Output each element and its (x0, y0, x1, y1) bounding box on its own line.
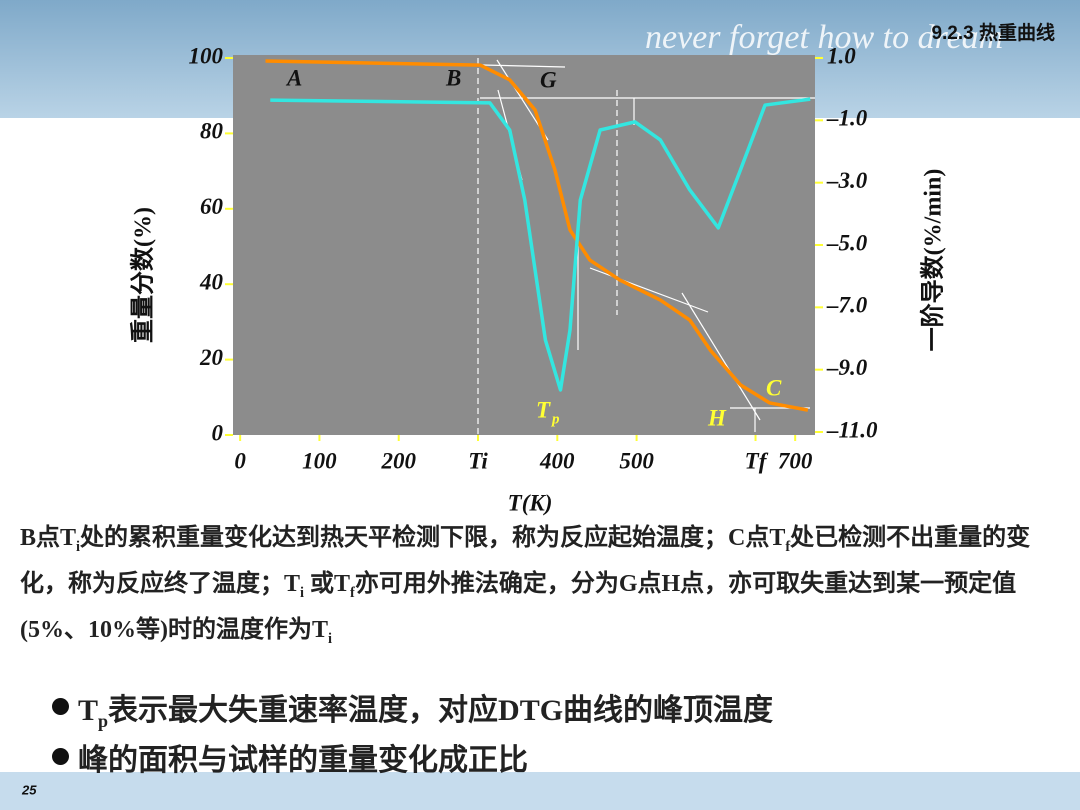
data-line (265, 59, 809, 412)
y2-tick-label: 1.0 (827, 43, 856, 68)
text-run: 处的累积重量变化达到热天平检测下限，称为反应起始温度；C点T (80, 525, 786, 551)
text-run: 或T (304, 570, 351, 597)
y2-tick-label: –9.0 (826, 355, 868, 380)
annotation: p (550, 411, 560, 427)
annotation: A (285, 65, 302, 90)
section-title: 9.2.3 热重曲线 (931, 21, 1055, 44)
text-run: T (78, 694, 99, 727)
subscript: p (98, 711, 109, 731)
subscript: i (328, 630, 332, 647)
text-run: B点T (20, 525, 77, 551)
x-tick-label: 400 (539, 448, 575, 473)
annotation: B (445, 65, 461, 90)
annotation: T (536, 397, 551, 422)
y-tick-label: 40 (199, 269, 224, 294)
bullet: 峰的面积与试样的重量变化成正比 (52, 735, 528, 779)
text-run: 亦可用外推法确定，分为G点H点，亦可取失重达到某一预定值(5%、10%等)时的温… (20, 570, 1017, 643)
y2-tick-label: –7.0 (826, 293, 868, 318)
y-tick-label: 100 (189, 43, 224, 68)
x-tick-label: Tf (745, 448, 769, 473)
y-tick-label: 80 (200, 119, 224, 144)
y-tick-label: 0 (212, 420, 224, 445)
plot-area (233, 55, 815, 435)
motto: never forget how to dream (645, 19, 1003, 56)
y2-tick-label: –1.0 (826, 106, 868, 131)
paragraph: B点Ti处的累积重量变化达到热天平检测下限，称为反应起始温度；C点Tf处已检测不… (20, 520, 1065, 657)
x-axis-label: T(K) (508, 490, 553, 515)
annotation: C (766, 375, 782, 400)
y2-tick-label: –5.0 (826, 230, 868, 255)
y-tick-label: 60 (200, 194, 224, 219)
x-tick-label: 700 (778, 448, 813, 473)
y-axis-label: 重量分数(%) (130, 207, 157, 343)
x-tick-label: Ti (468, 448, 488, 473)
x-tick-label: 500 (619, 448, 654, 473)
subscript: i (76, 538, 81, 555)
text-run: 处已检测不出重量的变化，称为反应终了温度；T (20, 525, 1031, 597)
subscript: f (785, 538, 791, 555)
bullet: Tp表示最大失重速率温度，对应DTG曲线的峰顶温度 (51, 685, 774, 732)
y2-axis-label: 一阶导数(%/min) (919, 169, 947, 352)
y-tick-label: 20 (199, 345, 224, 370)
text-run: 峰的面积与试样的重量变化成正比 (78, 744, 528, 777)
page-number: 25 (21, 782, 37, 797)
tangent (681, 292, 761, 421)
annotation: G (540, 67, 557, 92)
footer-band (0, 772, 1080, 810)
x-tick-label: 200 (380, 448, 416, 473)
y2-tick-label: –3.0 (826, 168, 868, 193)
y2-tick-label: –11.0 (826, 417, 878, 442)
text-run: 表示最大失重速率温度，对应DTG曲线的峰顶温度 (108, 694, 774, 727)
subscript: i (300, 584, 305, 601)
subscript: f (350, 584, 355, 601)
annotation: H (707, 405, 727, 430)
x-tick-label: 0 (234, 448, 246, 473)
x-tick-label: 100 (302, 448, 337, 473)
data-line (270, 97, 811, 392)
